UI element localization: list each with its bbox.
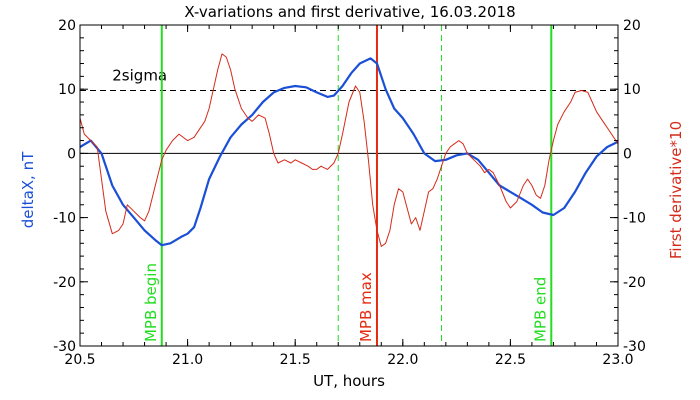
y-tick-label-right: -30	[623, 339, 646, 355]
x-tick-label: 20.5	[64, 352, 95, 368]
derivative-series-line	[79, 53, 619, 247]
y-tick-label-left: 20	[58, 18, 76, 34]
y-tick-label-right: 20	[623, 18, 641, 34]
mpb-max-label: MPB max	[357, 272, 375, 342]
y-tick-label-left: -30	[53, 339, 76, 355]
chart-title: X-variations and first derivative, 16.03…	[184, 3, 515, 21]
x-axis-title: UT, hours	[313, 372, 385, 390]
mpb-end-label: MPB end	[531, 277, 549, 342]
y-tick-label-right: -20	[623, 275, 646, 291]
y-tick-label-left: 0	[67, 146, 76, 162]
y-tick-label-right: -10	[623, 211, 646, 227]
y-tick-label-right: 10	[623, 82, 641, 98]
y-axis-right-title: First derivative*10	[667, 121, 685, 259]
plot-frame	[79, 24, 619, 347]
x-tick-label: 21.5	[280, 352, 311, 368]
y-tick-label-left: 10	[58, 82, 76, 98]
x-tick-label: 22.5	[495, 352, 526, 368]
x-tick-label: 23.0	[602, 352, 633, 368]
axis-ticks: 20.5 21.0 21.5 22.0 22.5 23.0-30 -30-20 -20-10-…	[53, 18, 646, 368]
x-tick-label: 22.0	[387, 352, 418, 368]
mpb-begin-label: MPB begin	[142, 263, 160, 342]
sigma-label: 2sigma	[112, 66, 167, 84]
plot-marks: 2sigma MPB begin MPB max MPB end	[79, 25, 619, 346]
y-axis-left-title: deltaX, nT	[19, 151, 37, 228]
x-tick-label: 21.0	[172, 352, 203, 368]
y-tick-label-left: -10	[53, 211, 76, 227]
y-tick-label-right: 0	[623, 146, 632, 162]
y-tick-label-left: -20	[53, 275, 76, 291]
deltaX-series-line	[79, 57, 619, 247]
